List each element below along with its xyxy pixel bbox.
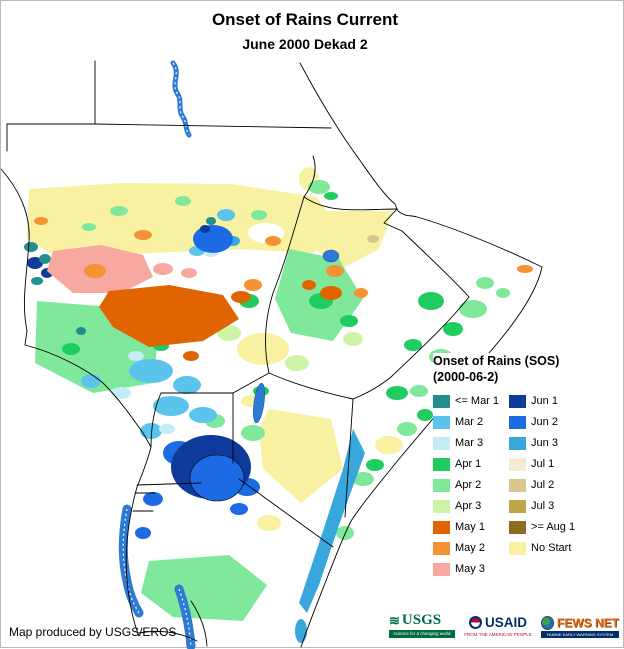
page-subtitle: June 2000 Dekad 2: [242, 36, 368, 52]
legend-item: Apr 2: [433, 478, 499, 492]
legend-label: <= Mar 1: [455, 395, 500, 407]
legend-item: Jun 3: [509, 436, 575, 450]
legend-label: May 2: [455, 542, 485, 554]
legend-item: >= Aug 1: [509, 520, 575, 534]
legend-swatch: [433, 394, 450, 408]
rain-onset-regions: [24, 167, 533, 643]
legend-item: Jul 3: [509, 499, 575, 513]
legend-label: Apr 2: [455, 479, 482, 491]
legend-item: Apr 3: [433, 499, 499, 513]
legend-title: Onset of Rains (SOS): [433, 354, 560, 368]
legend-label: Jun 2: [531, 416, 558, 428]
country-borders: [1, 60, 543, 648]
usgs-logo: ≋ USGS science for a changing world: [389, 611, 455, 638]
logo-strip: ≋ USGS science for a changing world USAI…: [389, 611, 619, 638]
usaid-tagline: FROM THE AMERICAN PEOPLE: [464, 632, 532, 637]
map-credit: Map produced by USGS/EROS: [9, 625, 177, 639]
lake-malawi: [174, 584, 196, 649]
fewsnet-tagline: FAMINE EARLY WARNING SYSTEM NETWORK: [541, 631, 619, 638]
legend-item: May 2: [433, 541, 499, 555]
legend-swatch: [509, 415, 527, 429]
legend-item: Apr 1: [433, 457, 499, 471]
legend-swatch: [433, 541, 450, 555]
legend-label: Mar 3: [455, 437, 484, 449]
legend-item: Jun 1: [509, 394, 575, 408]
legend-item: Jul 1: [509, 457, 575, 471]
usgs-wave-icon: ≋: [389, 613, 400, 628]
map-legend: Onset of Rains (SOS) (2000-06-2) <= Mar …: [433, 353, 623, 576]
legend-item: Jul 2: [509, 478, 575, 492]
legend-label: Apr 1: [455, 458, 482, 470]
usaid-logo-text: USAID: [484, 615, 527, 630]
legend-label: Jul 3: [531, 500, 555, 512]
legend-label: Apr 3: [455, 500, 482, 512]
legend-label: >= Aug 1: [531, 521, 576, 533]
legend-swatch: [433, 520, 450, 534]
legend-label: Jun 1: [531, 395, 558, 407]
legend-label: May 1: [455, 521, 485, 533]
lake-tana: [322, 249, 340, 263]
lake-victoria: [189, 454, 245, 502]
fewsnet-globe-icon: [541, 616, 554, 630]
legend-item: Mar 2: [433, 415, 499, 429]
legend-item: No Start: [509, 541, 575, 555]
legend-swatch: [509, 436, 527, 450]
usgs-logo-text: USGS: [401, 612, 442, 628]
legend-swatch: [433, 415, 450, 429]
page-title: Onset of Rains Current: [211, 10, 399, 29]
lake-turkana: [253, 382, 265, 424]
legend-item: May 1: [433, 520, 499, 534]
legend-label: Jun 3: [531, 437, 558, 449]
legend-swatch: [509, 520, 527, 534]
legend-item: <= Mar 1: [433, 394, 499, 408]
legend-label: Mar 2: [455, 416, 484, 428]
fewsnet-logo-text: FEWS NET: [557, 616, 619, 630]
legend-item: Jun 2: [509, 415, 575, 429]
lake-tanganyika: [118, 504, 144, 618]
legend-item: May 3: [433, 562, 499, 576]
legend-swatch: [509, 457, 527, 471]
legend-swatch: [433, 436, 450, 450]
legend-label: No Start: [531, 542, 572, 554]
legend-column-1: <= Mar 1 Mar 2 Mar 3 Apr 1 Apr 2 Apr 3 M…: [433, 394, 499, 576]
legend-swatch: [509, 499, 527, 513]
fewsnet-logo: FEWS NET FAMINE EARLY WARNING SYSTEM NET…: [541, 615, 619, 638]
nile-river: [170, 60, 192, 138]
usaid-seal-icon: [468, 616, 482, 629]
legend-swatch: [433, 562, 450, 576]
legend-label: Jul 1: [531, 458, 555, 470]
legend-label: May 3: [455, 563, 485, 575]
legend-label: Jul 2: [531, 479, 555, 491]
legend-item: Mar 3: [433, 436, 499, 450]
legend-column-2: Jun 1 Jun 2 Jun 3 Jul 1 Jul 2 Jul 3 >= A…: [509, 394, 575, 576]
legend-swatch: [433, 499, 450, 513]
legend-swatch: [509, 541, 527, 555]
legend-swatch: [509, 394, 527, 408]
legend-swatch: [433, 478, 450, 492]
legend-subtitle: (2000-06-2): [433, 370, 499, 384]
legend-swatch: [509, 478, 527, 492]
legend-swatch: [433, 457, 450, 471]
usaid-logo: USAID FROM THE AMERICAN PEOPLE: [462, 614, 534, 638]
usgs-tagline: science for a changing world: [389, 630, 455, 638]
